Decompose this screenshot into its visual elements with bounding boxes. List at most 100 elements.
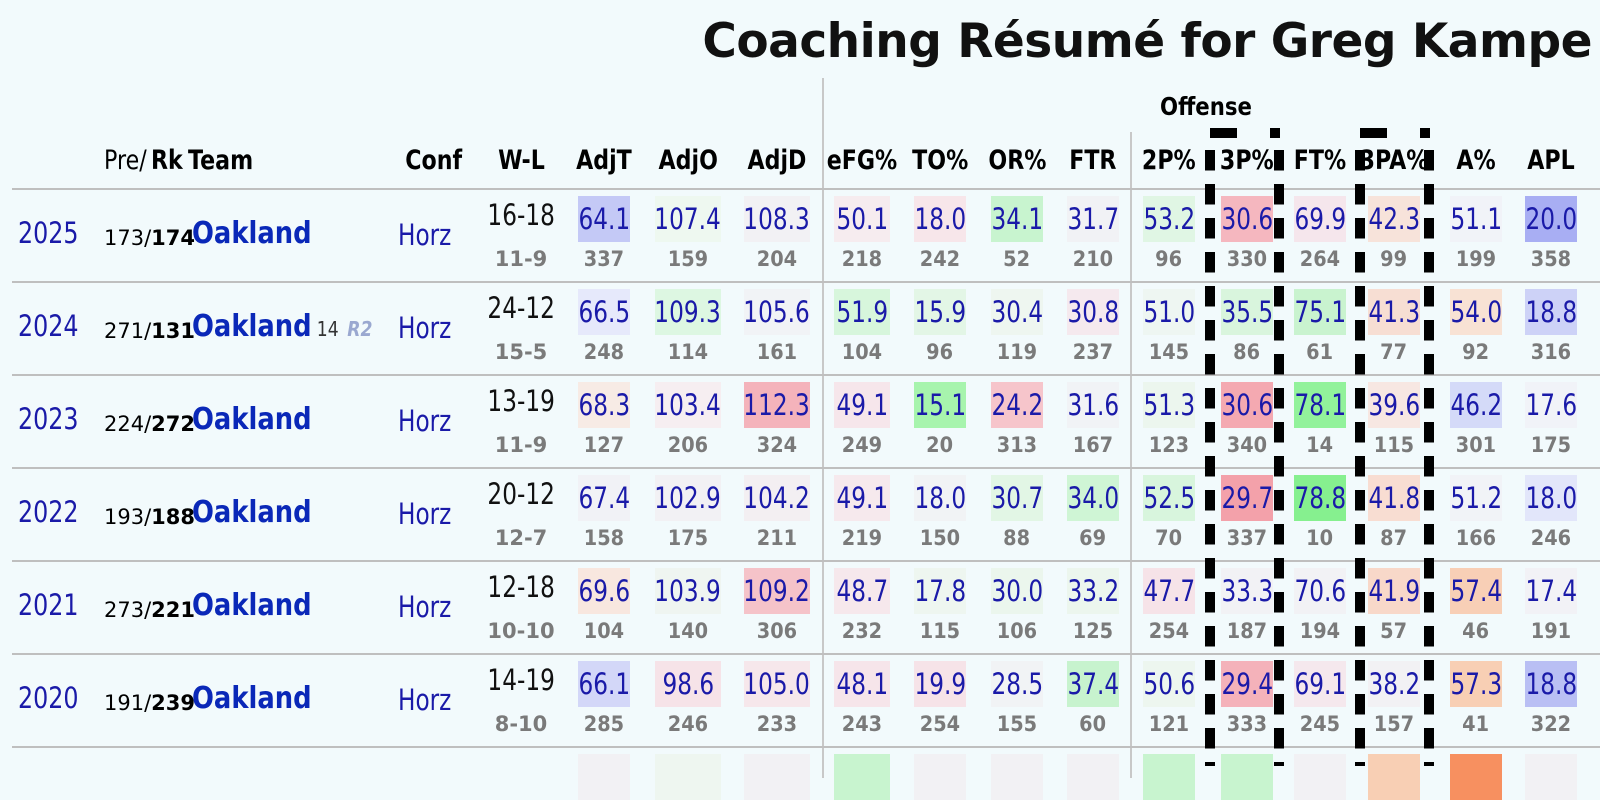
stat-value-cell: 34.0: [1067, 475, 1119, 521]
stat-value-cell: 28.5: [991, 661, 1043, 707]
season-year-link[interactable]: 2025: [18, 216, 79, 250]
stat-rank: 206: [667, 433, 709, 457]
stat-rank: 150: [919, 526, 961, 550]
stat-value-cell: 109.2: [744, 568, 810, 614]
team-link[interactable]: Oakland: [192, 588, 312, 623]
stat-rank: 175: [1530, 433, 1572, 457]
stat-rank: 88: [1003, 526, 1031, 550]
header-stat-6[interactable]: FTR: [1048, 142, 1138, 178]
stat-rank: 199: [1455, 247, 1497, 271]
stat-value-cell: [1525, 754, 1577, 800]
header-team[interactable]: Team: [188, 142, 268, 178]
stat-rank: 340: [1226, 433, 1268, 457]
team-link[interactable]: Oakland: [192, 495, 312, 530]
header-stat-label: FT%: [1293, 144, 1347, 176]
stat-rank: 60: [1079, 712, 1107, 736]
stat-value-cell: 67.4: [578, 475, 630, 521]
season-year-link[interactable]: 2024: [18, 309, 79, 343]
stat-rank: 14: [1306, 433, 1334, 457]
stat-value-cell: 35.5: [1221, 289, 1273, 335]
stat-rank: 10: [1306, 526, 1334, 550]
stat-rank: 125: [1072, 619, 1114, 643]
season-year-link[interactable]: 2021: [18, 588, 79, 622]
header-wl[interactable]: W-L: [476, 142, 566, 178]
header-stat-label: APL: [1527, 144, 1575, 176]
stat-rank: 145: [1148, 340, 1190, 364]
stat-value-cell: 78.8: [1294, 475, 1346, 521]
stat-value-cell: 30.8: [1067, 289, 1119, 335]
stat-value-cell: 34.1: [991, 196, 1043, 242]
header-stat-10[interactable]: 3PA%: [1349, 142, 1439, 178]
header-stat-2[interactable]: AdjD: [732, 142, 822, 178]
team-link[interactable]: Oakland: [192, 402, 312, 437]
stat-value-cell: 53.2: [1143, 196, 1195, 242]
tournament-round: R2: [347, 317, 373, 341]
row-divider: [12, 560, 1600, 562]
conference-link[interactable]: Horz: [398, 590, 452, 624]
column-divider-shooting-left: [1130, 132, 1132, 778]
header-prerk: Pre/Rk: [104, 142, 190, 178]
conference-link[interactable]: Horz: [398, 404, 452, 438]
conference-link[interactable]: Horz: [398, 683, 452, 717]
conference-win-loss: 11-9: [494, 433, 548, 457]
conference-link[interactable]: Horz: [398, 218, 452, 252]
stat-rank: 157: [1373, 712, 1415, 736]
conference-link[interactable]: Horz: [398, 311, 452, 345]
row-divider: [12, 188, 1600, 190]
stat-rank: 92: [1462, 340, 1490, 364]
highlight-3p-right: [1274, 150, 1284, 766]
stat-rank: 87: [1380, 526, 1408, 550]
stat-value-cell: 33.3: [1221, 568, 1273, 614]
stat-value-cell: 30.0: [991, 568, 1043, 614]
header-stat-5[interactable]: OR%: [972, 142, 1062, 178]
stat-rank: 158: [583, 526, 625, 550]
stat-value-cell: 47.7: [1143, 568, 1195, 614]
header-stat-0[interactable]: AdjT: [559, 142, 649, 178]
stat-value-cell: 17.6: [1525, 382, 1577, 428]
season-year-link[interactable]: 2023: [18, 402, 79, 436]
header-stat-1[interactable]: AdjO: [643, 142, 733, 178]
stat-rank: 123: [1148, 433, 1190, 457]
stat-value-cell: [1450, 754, 1502, 800]
header-stat-11[interactable]: A%: [1431, 142, 1521, 178]
season-year-link[interactable]: 2020: [18, 681, 79, 715]
stat-rank: 237: [1072, 340, 1114, 364]
team-link[interactable]: Oakland 14 R2: [192, 309, 373, 344]
stat-value-cell: 107.4: [655, 196, 721, 242]
stat-rank: 306: [756, 619, 798, 643]
stat-rank: 218: [841, 247, 883, 271]
stat-rank: 57: [1380, 619, 1408, 643]
header-stat-7[interactable]: 2P%: [1124, 142, 1214, 178]
conference-win-loss: 8-10: [494, 712, 548, 736]
column-divider-offense-left: [822, 78, 824, 778]
stat-value-cell: 51.2: [1450, 475, 1502, 521]
stat-value-cell: 75.1: [1294, 289, 1346, 335]
stat-value-cell: 24.2: [991, 382, 1043, 428]
stat-value-cell: 51.3: [1143, 382, 1195, 428]
team-link[interactable]: Oakland: [192, 216, 312, 251]
stat-value-cell: 50.6: [1143, 661, 1195, 707]
header-stat-4[interactable]: TO%: [895, 142, 985, 178]
header-stat-12[interactable]: APL: [1506, 142, 1596, 178]
stat-rank: 96: [926, 340, 954, 364]
highlight-3p-left: [1205, 150, 1215, 766]
stat-value-cell: 54.0: [1450, 289, 1502, 335]
header-stat-label: FTR: [1069, 144, 1117, 176]
header-stat-3[interactable]: eFG%: [817, 142, 907, 178]
header-stat-label: AdjD: [747, 144, 807, 176]
pre-rank: 224/272: [104, 412, 196, 436]
header-stat-8[interactable]: 3P%: [1202, 142, 1292, 178]
header-stat-9[interactable]: FT%: [1275, 142, 1365, 178]
stat-value-cell: 49.1: [834, 382, 890, 428]
conference-win-loss: 11-9: [494, 247, 548, 271]
stat-rank: 246: [667, 712, 709, 736]
header-conf[interactable]: Conf: [404, 142, 464, 178]
stat-value-cell: 29.7: [1221, 475, 1273, 521]
conference-win-loss: 12-7: [494, 526, 548, 550]
stat-rank: 246: [1530, 526, 1572, 550]
team-link[interactable]: Oakland: [192, 681, 312, 716]
row-divider: [12, 653, 1600, 655]
stat-rank: 337: [583, 247, 625, 271]
season-year-link[interactable]: 2022: [18, 495, 79, 529]
conference-link[interactable]: Horz: [398, 497, 452, 531]
